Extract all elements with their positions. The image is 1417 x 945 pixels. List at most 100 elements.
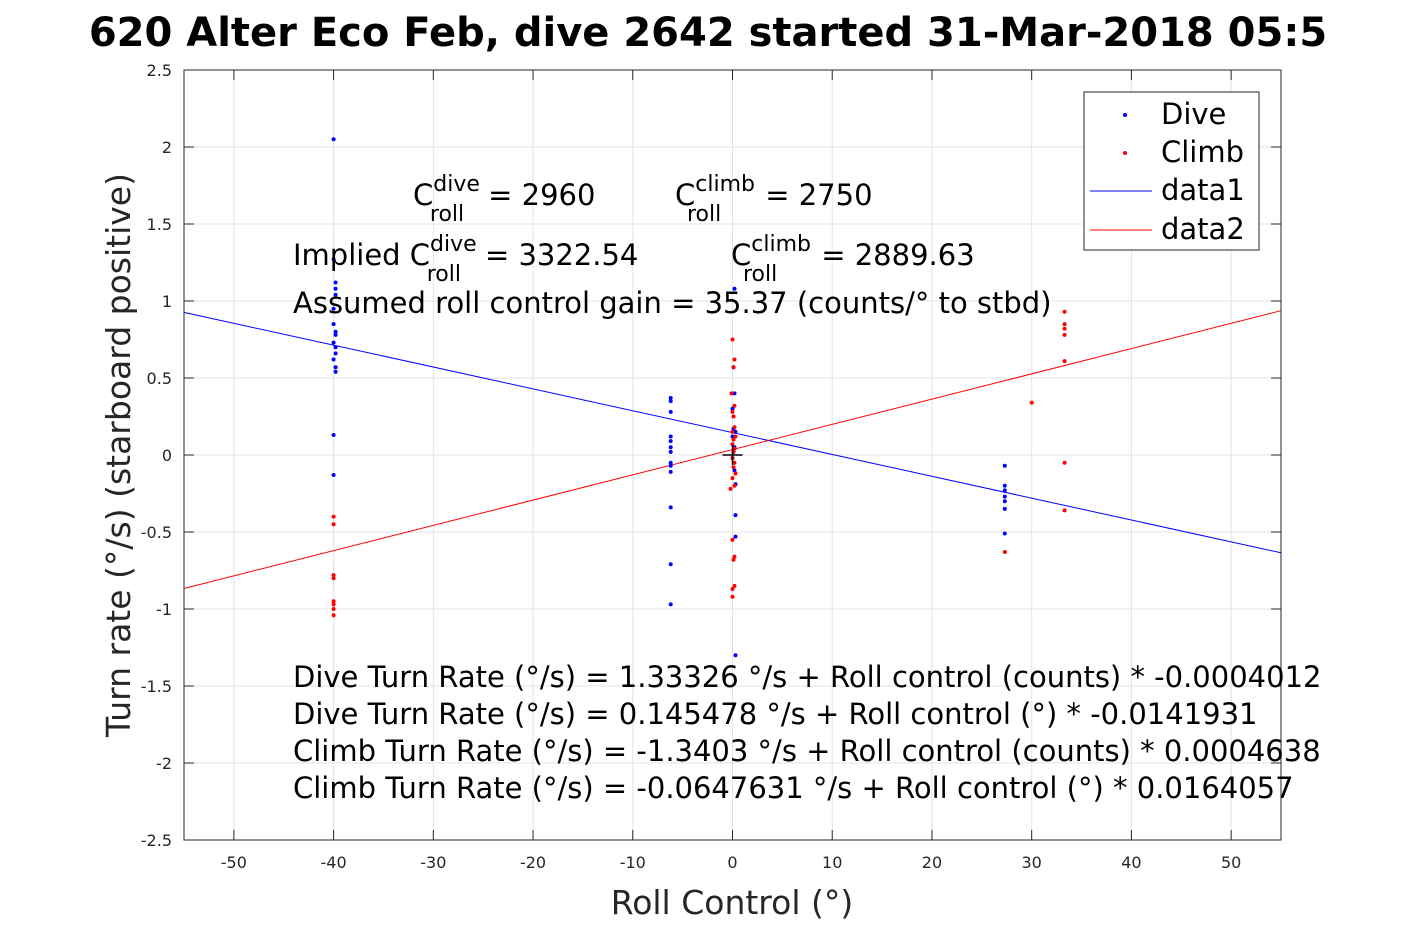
x-tick-label: 30 (1022, 853, 1042, 872)
point-dive (668, 460, 673, 465)
point-dive (333, 369, 338, 374)
point-dive (333, 365, 338, 370)
point-dive (733, 513, 738, 518)
point-dive (1002, 463, 1007, 468)
implied-dive-annotation: Implied Cdive roll= 3322.54 (293, 232, 638, 287)
point-dive (331, 473, 336, 477)
legend-data1-label: data1 (1161, 173, 1245, 207)
legend-climb-label: Climb (1161, 135, 1244, 169)
y-tick-label: -2 (156, 754, 172, 773)
center-marker (722, 445, 743, 465)
gain-annotation: Assumed roll control gain = 35.37 (count… (293, 286, 1052, 320)
y-tick-label: 2 (162, 138, 172, 157)
point-climb (331, 607, 336, 611)
point-dive (333, 329, 338, 334)
point-dive (668, 602, 673, 607)
point-dive (730, 406, 735, 411)
point-dive (668, 439, 673, 444)
point-climb (732, 357, 737, 362)
point-climb (331, 602, 336, 607)
x-tick-label: -50 (221, 853, 247, 872)
point-dive (331, 433, 336, 437)
x-tick-label: 40 (1121, 853, 1141, 872)
point-climb (730, 429, 735, 434)
point-dive (733, 429, 738, 434)
point-climb (732, 446, 737, 451)
y-tick-label: 1.5 (147, 215, 172, 234)
y-tick-label: -0.5 (141, 523, 172, 542)
point-dive (331, 137, 336, 142)
point-climb (730, 587, 735, 591)
y-tick-label: 0.5 (147, 369, 172, 388)
point-dive (1002, 488, 1007, 493)
y-tick-label: -1 (156, 600, 172, 619)
point-climb (728, 486, 733, 491)
legend-climb-symbol (1123, 151, 1127, 155)
point-climb (731, 365, 736, 370)
point-climb (331, 599, 336, 604)
point-dive (1002, 494, 1007, 499)
point-dive (331, 357, 336, 362)
point-climb (1062, 332, 1067, 337)
fit-line-annotation-4: Climb Turn Rate (°/s) = -0.0647631 °/s +… (293, 771, 1294, 805)
x-tick-label: 20 (922, 853, 942, 872)
point-climb (732, 460, 737, 465)
point-climb (730, 594, 735, 599)
x-tick-label: -20 (520, 853, 546, 872)
point-dive (733, 653, 738, 658)
point-climb (731, 465, 736, 470)
point-dive (333, 292, 338, 297)
point-climb (730, 442, 735, 447)
point-dive (333, 286, 338, 291)
y-tick-label: 0 (162, 446, 172, 465)
point-climb (331, 514, 336, 519)
point-dive (668, 505, 673, 510)
fit-line-annotation-3: Climb Turn Rate (°/s) = -1.3403 °/s + Ro… (293, 734, 1321, 768)
point-climb (1062, 326, 1067, 331)
c-climb-annotation: Cclimb roll= 2750 (675, 172, 873, 227)
legend: Dive Climb data1 data2 (1083, 91, 1260, 251)
y-tick-label: -2.5 (141, 831, 172, 850)
point-dive (333, 332, 338, 337)
point-climb (1062, 460, 1067, 465)
chart-title: 620 Alter Eco Feb, dive 2642 started 31-… (89, 10, 1327, 56)
x-tick-label: 50 (1221, 853, 1241, 872)
point-dive (1002, 506, 1007, 511)
point-climb (732, 425, 737, 430)
point-dive (730, 434, 735, 439)
legend-dive-label: Dive (1161, 97, 1226, 131)
x-tick-label: -10 (620, 853, 646, 872)
point-dive (668, 449, 673, 454)
fit-line-annotation-2: Dive Turn Rate (°/s) = 0.145478 °/s + Ro… (293, 697, 1258, 731)
point-dive (1002, 483, 1007, 488)
point-climb (730, 337, 735, 342)
point-climb (730, 476, 735, 481)
point-climb (731, 557, 736, 562)
point-dive (668, 396, 673, 400)
point-climb (730, 537, 735, 542)
point-climb (1062, 322, 1067, 327)
legend-dive-symbol (1123, 113, 1127, 117)
point-climb (331, 522, 336, 527)
point-dive (1002, 531, 1007, 536)
annotations: Cdive roll= 2960 Cclimb roll= 2750 Implied… (293, 172, 1321, 805)
point-dive (668, 463, 673, 468)
point-climb (729, 391, 734, 396)
y-tick-label: -1.5 (141, 677, 172, 696)
axes (183, 69, 1282, 841)
point-climb (1002, 550, 1007, 554)
point-dive (333, 351, 338, 356)
y-tick-label: 2.5 (147, 61, 172, 80)
point-climb (730, 409, 735, 414)
fit-line-annotation-1: Dive Turn Rate (°/s) = 1.33326 °/s + Rol… (293, 660, 1321, 694)
point-climb (1062, 359, 1067, 364)
y-tick-label: 1 (162, 292, 172, 311)
point-climb (732, 483, 737, 488)
point-dive (668, 399, 673, 404)
point-dive (732, 391, 737, 396)
point-dive (733, 534, 738, 539)
point-climb (331, 573, 336, 578)
point-climb (732, 403, 737, 408)
point-dive (331, 306, 336, 311)
